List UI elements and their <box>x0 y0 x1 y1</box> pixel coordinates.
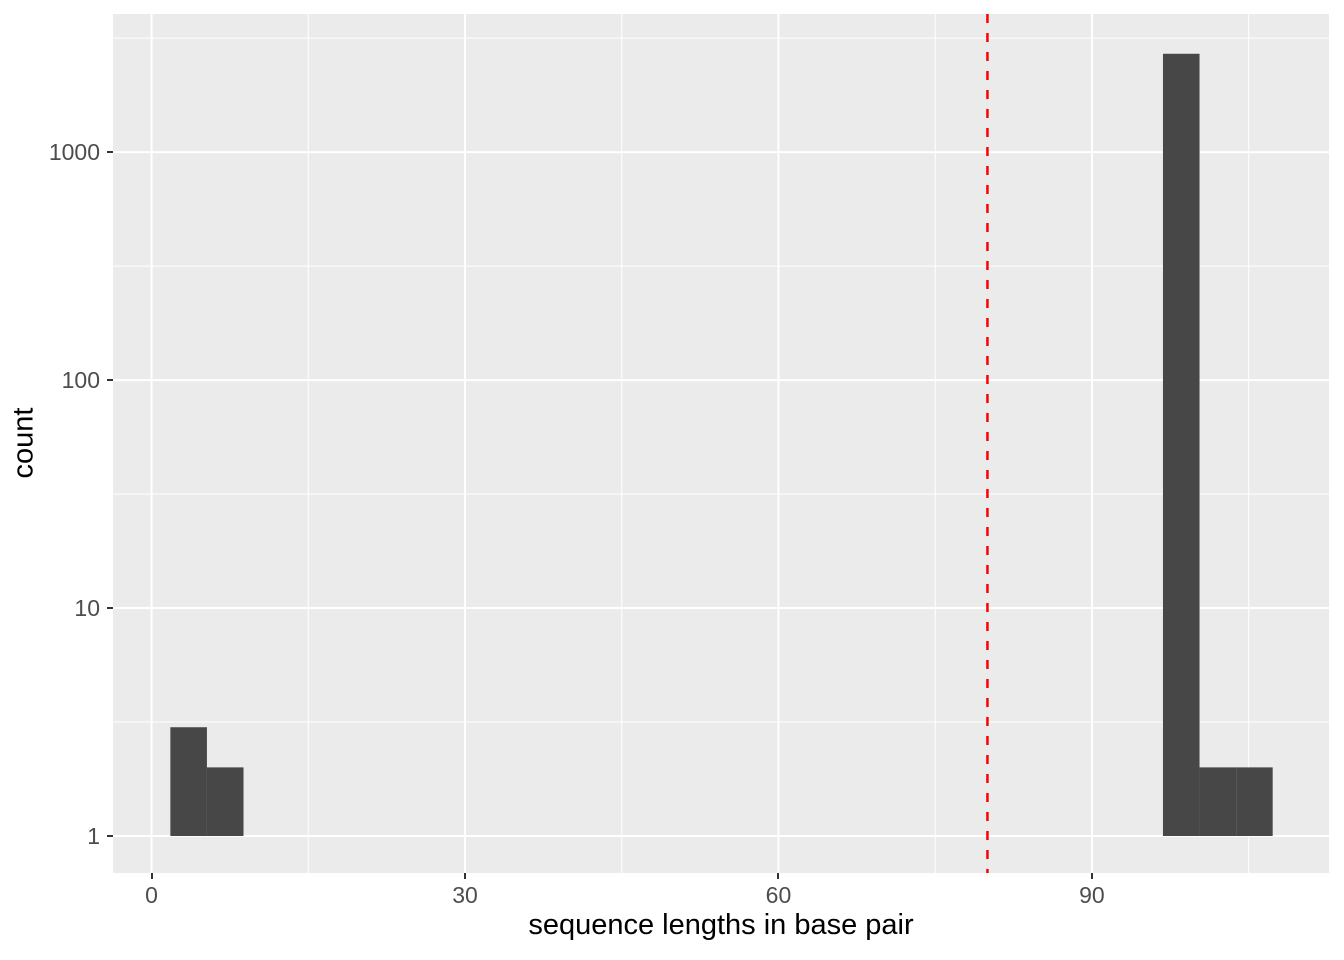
y-tick-label: 1000 <box>48 139 100 166</box>
plot-panel <box>113 14 1329 873</box>
histogram-canvas <box>113 14 1329 873</box>
y-tick-mark <box>107 607 113 610</box>
y-tick-mark <box>107 151 113 154</box>
x-tick-mark <box>150 873 153 879</box>
x-tick-label: 90 <box>1079 882 1105 908</box>
x-tick-mark <box>1090 873 1093 879</box>
histogram-bar <box>1199 767 1237 837</box>
histogram-bar <box>1236 767 1273 837</box>
x-tick-label: 60 <box>765 882 792 908</box>
y-axis-title: count <box>7 407 40 479</box>
histogram-bar <box>206 767 244 837</box>
y-tick-label: 1 <box>87 823 100 849</box>
x-tick-mark <box>464 873 466 879</box>
x-tick-label: 0 <box>145 882 158 908</box>
histogram-bar <box>1162 53 1200 837</box>
y-tick-mark <box>107 379 113 382</box>
y-tick-mark <box>107 835 113 837</box>
histogram-bar <box>170 727 207 837</box>
y-tick-label: 10 <box>74 595 100 622</box>
x-tick-mark <box>777 873 780 879</box>
x-tick-label: 30 <box>452 882 478 908</box>
x-axis-title: sequence lengths in base pair <box>528 909 914 941</box>
y-tick-label: 100 <box>61 367 100 394</box>
